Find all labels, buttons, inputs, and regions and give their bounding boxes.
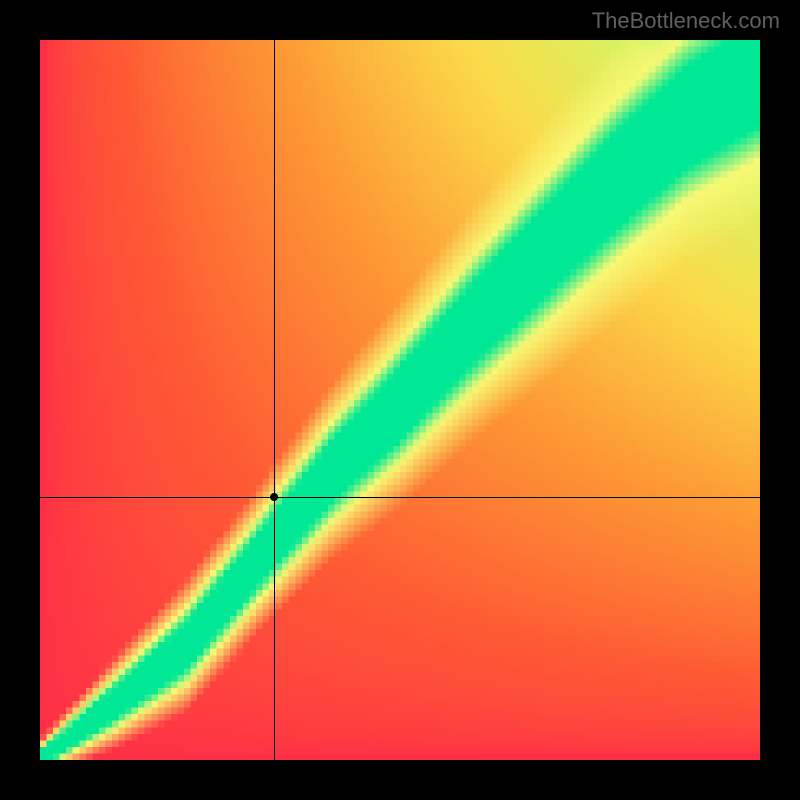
marker-dot — [270, 493, 278, 501]
watermark-text: TheBottleneck.com — [592, 8, 780, 34]
bottleneck-heatmap-chart — [40, 40, 760, 760]
crosshair-vertical — [274, 40, 275, 760]
crosshair-horizontal — [40, 497, 760, 498]
heatmap-canvas — [40, 40, 760, 760]
